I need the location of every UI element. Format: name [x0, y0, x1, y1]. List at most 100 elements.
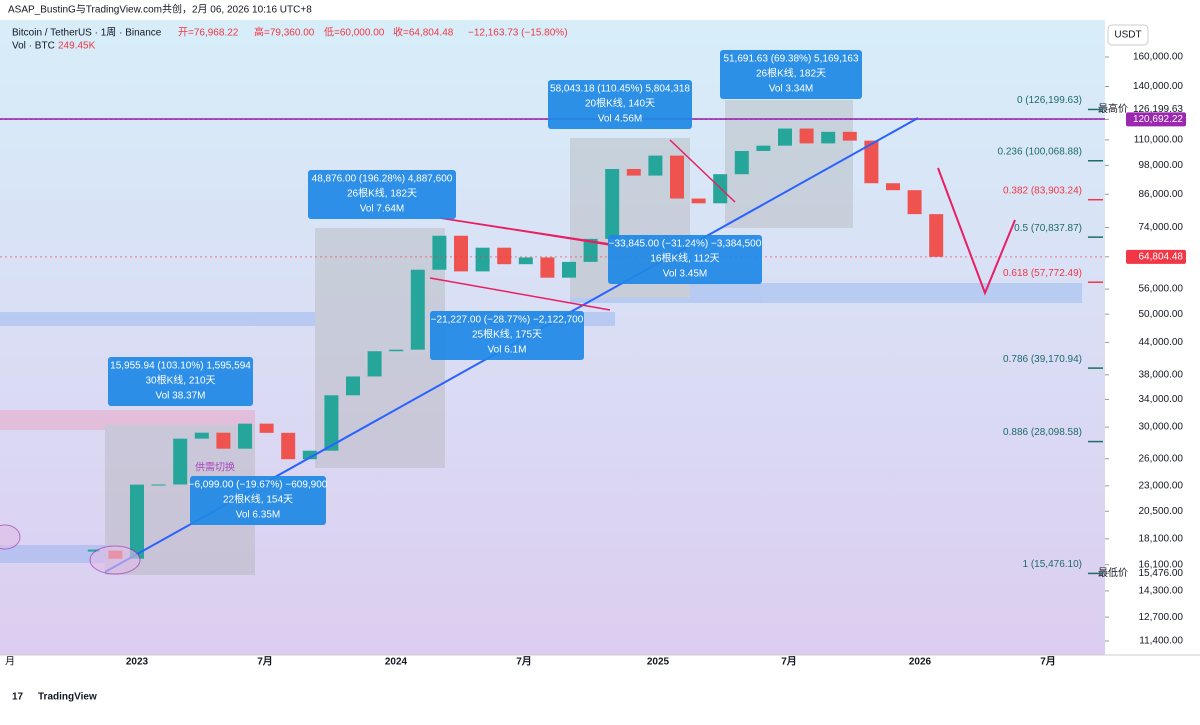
candle — [778, 128, 792, 146]
measure-text: 20根K线, 140天 — [585, 97, 655, 110]
zone — [570, 283, 1082, 303]
currency[interactable]: USDT — [1114, 30, 1141, 41]
measure-text: Vol 6.35M — [236, 510, 280, 521]
candle — [583, 238, 598, 262]
candle — [886, 183, 900, 191]
candle — [929, 214, 944, 257]
y-tick-label: 14,300.00 — [1139, 586, 1184, 597]
x-tick-label: 7月 — [1040, 656, 1056, 668]
price-badge — [1126, 112, 1186, 127]
fib-label: 0.236 (100,068.88) — [997, 146, 1082, 157]
vol-label: Vol · BTC — [12, 41, 55, 52]
candle — [151, 484, 166, 486]
y-tick-label: 50,000.00 — [1139, 309, 1184, 320]
y-tick-label: 11,400.00 — [1139, 636, 1183, 647]
candle — [648, 155, 663, 176]
measure-text: −21,227.00 (−28.77%) −2,122,700 — [431, 315, 584, 326]
y-tick-label: 16,100.00 — [1139, 559, 1184, 570]
y-tick-label: 56,000.00 — [1139, 284, 1184, 295]
candle — [821, 131, 836, 144]
brand: TradingView — [38, 692, 97, 703]
y-tick-label: 30,000.00 — [1139, 422, 1184, 433]
vol-value: 249.45K — [58, 41, 96, 52]
circle — [0, 524, 21, 550]
x-tick-label: 2025 — [647, 657, 670, 668]
y-tick-label: 120,692.22 — [1133, 114, 1183, 125]
candle — [281, 432, 296, 460]
candle — [324, 395, 339, 451]
low-tag: 最低价 — [1098, 566, 1128, 579]
measure-text: 16根K线, 112天 — [650, 252, 719, 265]
measure-text: 26根K线, 182天 — [756, 67, 826, 80]
y-tick-label: 126,199.63 — [1133, 104, 1183, 115]
change: −12,163.73 (−15.80%) — [468, 28, 568, 39]
candle — [216, 432, 231, 449]
measure-box — [190, 476, 326, 525]
candle — [605, 168, 620, 239]
ohlc-high: 高=79,360.00 — [254, 26, 315, 39]
fib-label: 0.5 (70,837.87) — [1014, 223, 1082, 234]
candle — [497, 247, 512, 265]
candle — [562, 261, 576, 278]
measure-box — [720, 50, 862, 99]
y-tick-label: 140,000.00 — [1133, 81, 1183, 92]
y-tick-label: 64,804.48 — [1139, 251, 1184, 262]
y-tick-label: 160,000.00 — [1133, 52, 1183, 63]
projection — [937, 167, 1016, 296]
measure-text: 15,955.94 (103.10%) 1,595,594 — [110, 361, 251, 372]
measure-box — [430, 311, 584, 360]
x-tick-label: 7月 — [781, 656, 797, 668]
candle — [194, 432, 209, 439]
candle — [670, 155, 684, 199]
measure-text: Vol 3.34M — [769, 84, 813, 95]
candle — [432, 235, 447, 270]
measure-text: 58,043.18 (110.45%) 5,804,318 — [550, 84, 690, 95]
candle — [346, 376, 360, 396]
candle — [389, 349, 404, 352]
y-tick-label: 15,476.00 — [1139, 568, 1184, 579]
measure-box — [608, 235, 762, 284]
y-tick-label: 23,000.00 — [1139, 480, 1184, 491]
measure-box — [308, 170, 456, 219]
measure-text: Vol 3.45M — [663, 269, 707, 280]
candle — [734, 150, 749, 175]
channel — [669, 139, 736, 203]
price-badge — [1126, 249, 1186, 264]
candle — [130, 484, 144, 559]
fib-label: 0.786 (39,170.94) — [1003, 354, 1082, 365]
circle — [89, 545, 141, 575]
channel — [429, 277, 611, 311]
measure-text: Vol 6.1M — [488, 345, 527, 356]
y-tick-label: 12,700.00 — [1139, 612, 1184, 623]
zone — [0, 410, 255, 430]
candle — [518, 257, 533, 265]
annotation: 供需切换 — [195, 461, 235, 474]
candle — [259, 423, 274, 433]
candle — [864, 140, 879, 184]
candle — [410, 269, 425, 350]
measure-text: Vol 4.56M — [598, 114, 642, 125]
measure-box — [108, 357, 253, 406]
channel — [439, 217, 611, 246]
y-tick-label: 34,000.00 — [1139, 394, 1184, 405]
symbol: Bitcoin / TetherUS · 1周 · Binance — [12, 27, 162, 39]
measure-box — [548, 80, 692, 129]
x-tick-label: 2024 — [385, 657, 408, 668]
currency-button[interactable] — [1107, 24, 1149, 46]
candle — [907, 190, 922, 215]
measure-text: Vol 7.64M — [360, 204, 404, 215]
fib-label: 0.382 (83,903.24) — [1003, 185, 1082, 196]
measure-text: 26根K线, 182天 — [347, 187, 417, 200]
candle — [540, 257, 555, 278]
candle — [475, 247, 490, 272]
measure-text: −6,099.00 (−19.67%) −609,900 — [189, 480, 328, 491]
measure-text: 22根K线, 154天 — [223, 493, 293, 506]
y-tick-label: 18,100.00 — [1139, 533, 1184, 544]
y-tick-label: 26,000.00 — [1139, 453, 1184, 464]
ohlc-open: 开=76,968.22 — [178, 28, 239, 39]
measure-text: Vol 38.37M — [155, 391, 205, 402]
y-tick-label: 86,000.00 — [1139, 189, 1184, 200]
y-tick-label: 98,000.00 — [1139, 160, 1184, 171]
y-tick-label: 110,000.00 — [1134, 134, 1184, 145]
